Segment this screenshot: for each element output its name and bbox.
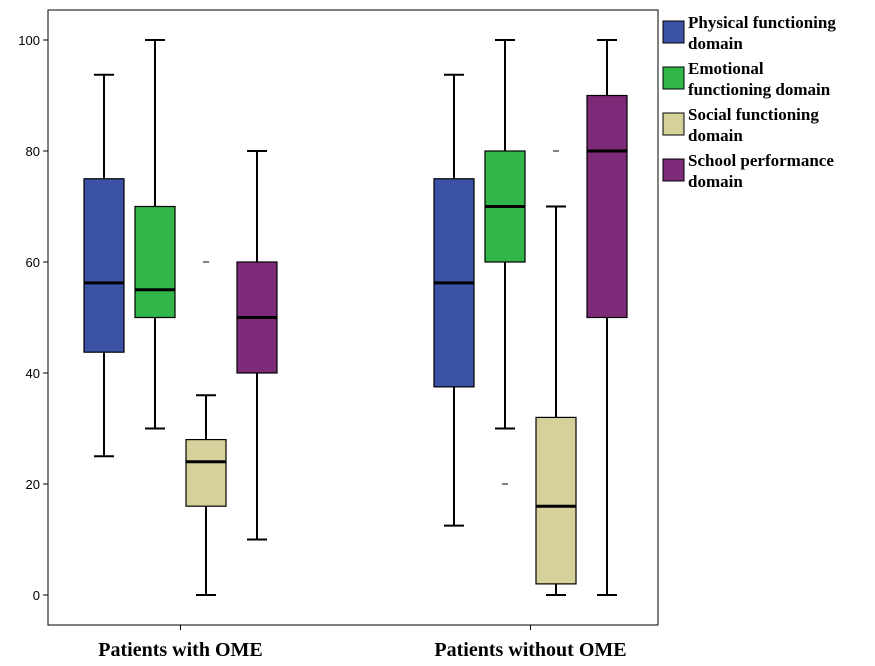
x-category-label: Patients without OME <box>434 639 626 661</box>
iqr-box <box>83 178 125 353</box>
legend-label: domain <box>688 172 743 191</box>
legend-label: domain <box>688 126 743 145</box>
y-tick-label: 60 <box>26 255 40 270</box>
legend-swatch <box>662 20 685 44</box>
iqr-box <box>185 439 227 507</box>
iqr-box <box>134 205 176 319</box>
y-tick-label: 0 <box>33 588 40 603</box>
iqr-box <box>586 94 628 319</box>
legend-label: School performance <box>688 151 834 170</box>
y-tick-label: 100 <box>18 33 40 48</box>
legend-label: functioning domain <box>688 80 831 99</box>
x-category-label: Patients with OME <box>98 639 262 661</box>
legend-swatch <box>662 66 685 90</box>
legend-label: Physical functioning <box>688 13 836 32</box>
legend-swatch <box>662 158 685 182</box>
y-tick-label: 80 <box>26 144 40 159</box>
legend-label: domain <box>688 34 743 53</box>
y-tick-label: 40 <box>26 366 40 381</box>
legend-swatch <box>662 112 685 136</box>
y-tick-label: 20 <box>26 477 40 492</box>
legend-label: Social functioning <box>688 105 819 124</box>
legend-label: Emotional <box>688 59 764 78</box>
iqr-box <box>535 416 577 585</box>
